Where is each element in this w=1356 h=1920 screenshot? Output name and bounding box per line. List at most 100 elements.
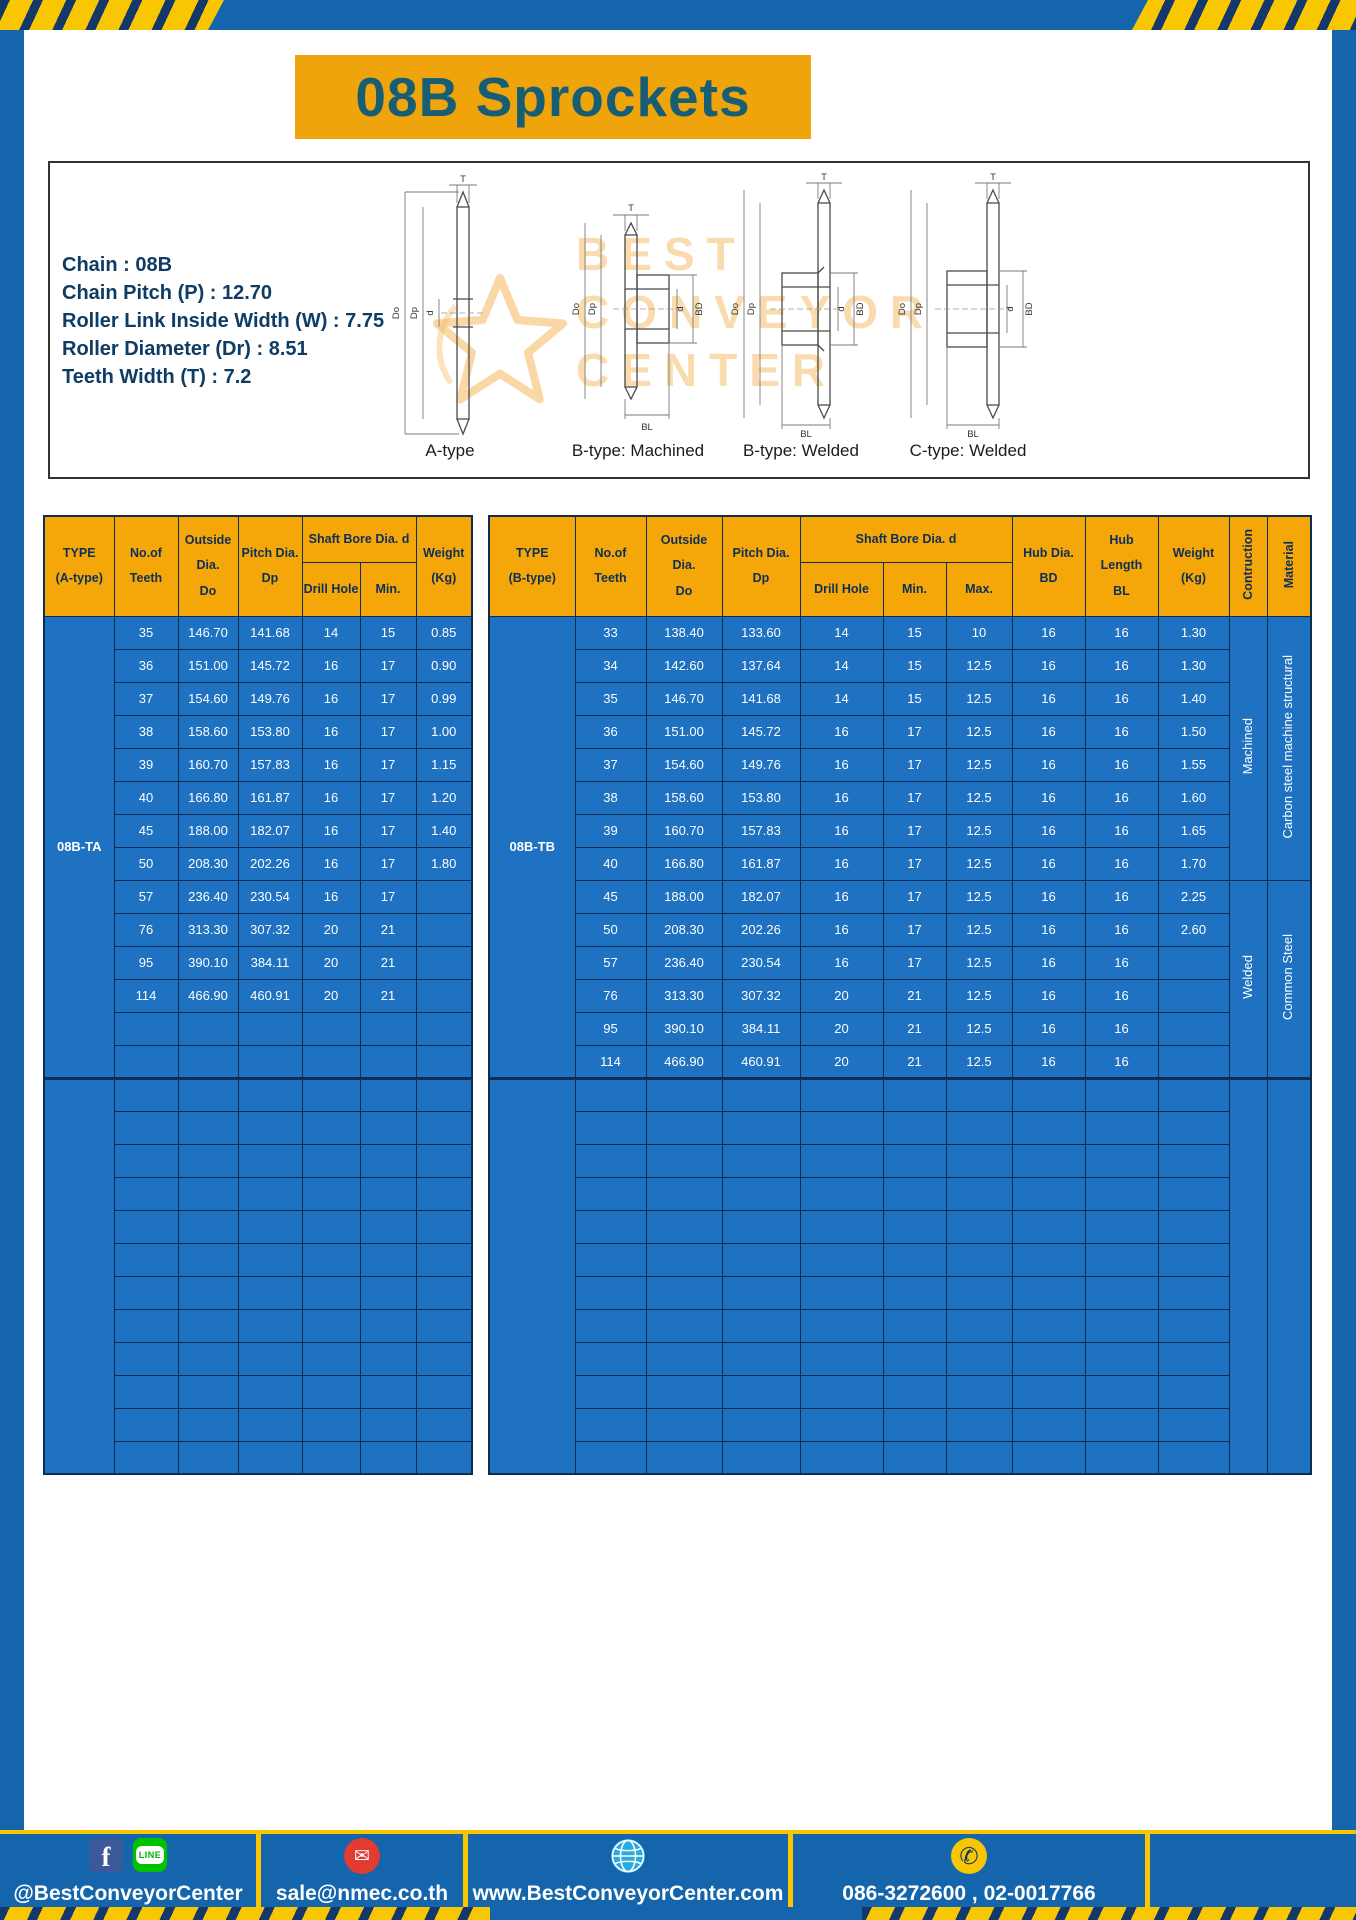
table-cell xyxy=(882,1143,947,1178)
table-cell: 12.5 xyxy=(945,681,1013,716)
table-cell xyxy=(574,1110,647,1145)
table-cell xyxy=(945,1076,1013,1112)
table-cell: 313.30 xyxy=(645,978,723,1013)
table-cell xyxy=(645,1143,723,1178)
table-cell: 158.60 xyxy=(177,714,239,749)
website-url[interactable]: www.BestConveyorCenter.com xyxy=(472,1882,784,1905)
table-cell: 182.07 xyxy=(721,879,801,914)
table-cell: 16 xyxy=(1011,879,1086,914)
phone-icon[interactable]: ✆ xyxy=(951,1838,987,1874)
table-cell xyxy=(799,1176,884,1211)
table-cell xyxy=(799,1440,884,1475)
phone-numbers[interactable]: 086-3272600 , 02-0017766 xyxy=(842,1882,1096,1905)
dim-label-bl: BL xyxy=(967,429,979,439)
table-cell: 12.5 xyxy=(945,846,1013,881)
spec-line-roller-width: Roller Link Inside Width (W) : 7.75 xyxy=(62,310,385,332)
drawing-b-type-welded: Do Dp d BD T BL xyxy=(726,173,876,473)
table-row xyxy=(44,1176,473,1211)
table-cell: 16 xyxy=(799,813,884,848)
table-cell xyxy=(237,1110,303,1145)
table-cell: 21 xyxy=(882,1011,947,1046)
table-cell: 17 xyxy=(882,813,947,848)
table-cell: 12.5 xyxy=(945,945,1013,980)
table-cell xyxy=(1157,1176,1230,1211)
table-cell xyxy=(721,1076,801,1112)
table-cell xyxy=(415,1275,473,1310)
globe-icon[interactable] xyxy=(610,1838,646,1874)
table-cell: 12.5 xyxy=(945,978,1013,1013)
table-cell xyxy=(113,1044,179,1079)
table-cell: 16 xyxy=(301,747,361,782)
table-cell xyxy=(177,1407,239,1442)
facebook-icon[interactable]: f xyxy=(89,1838,123,1872)
table-cell xyxy=(359,1341,417,1376)
table-cell: 35 xyxy=(113,615,179,650)
table-cell: 17 xyxy=(359,846,417,881)
table-cell: 1.00 xyxy=(415,714,473,749)
table-cell xyxy=(113,1242,179,1277)
table-cell: 0.99 xyxy=(415,681,473,716)
type-cell-empty xyxy=(43,1076,115,1475)
table-cell xyxy=(301,1143,361,1178)
email-icon[interactable]: ✉ xyxy=(344,1838,380,1874)
table-cell xyxy=(645,1242,723,1277)
table-cell: 16 xyxy=(1011,846,1086,881)
table-row: 38 158.60 153.80 16 17 12.5 16 16 1.60 xyxy=(489,780,1311,815)
table-cell xyxy=(1011,1242,1086,1277)
table-cell xyxy=(1011,1275,1086,1310)
table-cell xyxy=(799,1275,884,1310)
table-row: 95 390.10 384.11 20 21 xyxy=(44,945,473,980)
table-cell xyxy=(113,1110,179,1145)
drawing-label-c-type-welded: C-type: Welded xyxy=(909,441,1027,460)
social-handle[interactable]: @BestConveyorCenter xyxy=(13,1882,243,1905)
table-cell: 20 xyxy=(799,978,884,1013)
table-cell xyxy=(237,1209,303,1244)
table-cell xyxy=(177,1076,239,1112)
table-cell: 34 xyxy=(574,648,647,683)
table-cell xyxy=(415,978,473,1013)
line-icon[interactable]: LINE xyxy=(133,1838,167,1872)
table-row: 08B-TB 33 138.40 133.60 14 15 10 16 16 1.30 Machin… xyxy=(488,615,1312,1079)
table-cell: 12.5 xyxy=(945,1044,1013,1079)
table-cell: 50 xyxy=(113,846,179,881)
table-cell xyxy=(721,1440,801,1475)
table-cell xyxy=(301,1308,361,1343)
table-cell xyxy=(1084,1176,1159,1211)
table-cell xyxy=(1084,1407,1159,1442)
table-cell xyxy=(359,1176,417,1211)
table-cell xyxy=(415,1308,473,1343)
table-cell: 149.76 xyxy=(237,681,303,716)
table-cell xyxy=(177,1143,239,1178)
table-row: 36 151.00 145.72 16 17 12.5 16 16 1.50 xyxy=(489,714,1311,749)
type-cell: 08B-TA xyxy=(43,615,115,1079)
table-cell: 39 xyxy=(574,813,647,848)
table-cell: 16 xyxy=(1084,846,1159,881)
table-cell: 0.85 xyxy=(415,615,473,650)
table-cell xyxy=(113,1308,179,1343)
table-cell xyxy=(415,1011,473,1046)
table-cell xyxy=(882,1242,947,1277)
drawing-c-type-welded: Do Dp d BD T BL xyxy=(893,173,1043,473)
table-cell xyxy=(237,1407,303,1442)
header-construction: Contruction xyxy=(1228,515,1268,617)
table-cell: 390.10 xyxy=(177,945,239,980)
table-cell: 16 xyxy=(1084,1011,1159,1046)
table-cell: 14 xyxy=(799,615,884,650)
table-row xyxy=(489,1407,1311,1442)
dim-label-t: T xyxy=(628,203,634,214)
dim-label-t: T xyxy=(460,174,466,185)
table-cell xyxy=(1084,1076,1159,1112)
table-cell xyxy=(113,1341,179,1376)
type-cell-empty xyxy=(488,1076,576,1475)
table-row: 39 160.70 157.83 16 17 12.5 16 16 1.65 xyxy=(489,813,1311,848)
drawing-label-b-type-welded: B-type: Welded xyxy=(743,441,859,460)
table-cell xyxy=(237,1176,303,1211)
table-cell xyxy=(1157,1076,1230,1112)
table-row: 40 166.80 161.87 16 17 12.5 16 16 1.70 xyxy=(489,846,1311,881)
table-cell: 17 xyxy=(882,879,947,914)
email-address[interactable]: sale@nmec.co.th xyxy=(275,1882,449,1905)
table-cell xyxy=(645,1407,723,1442)
table-cell: 15 xyxy=(359,615,417,650)
table-cell xyxy=(945,1209,1013,1244)
email-glyph: ✉ xyxy=(354,1845,370,1867)
